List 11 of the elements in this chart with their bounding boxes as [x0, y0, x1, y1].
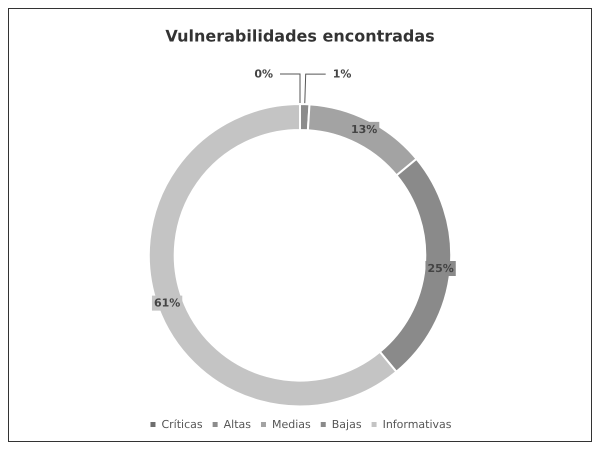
legend-label: Medias	[272, 418, 312, 431]
legend-label: Informativas	[382, 418, 452, 431]
chart-title: Vulnerabilidades encontradas	[165, 26, 435, 46]
data-label: 25%	[427, 262, 454, 276]
legend-label: Bajas	[332, 418, 362, 431]
text: 0%	[254, 68, 273, 81]
data-label: 61%	[154, 296, 180, 310]
data-label: 13%	[350, 122, 378, 136]
legend-label: Altas	[224, 418, 252, 431]
legend-label: Críticas	[161, 418, 203, 431]
data-label: 1%	[332, 68, 352, 81]
